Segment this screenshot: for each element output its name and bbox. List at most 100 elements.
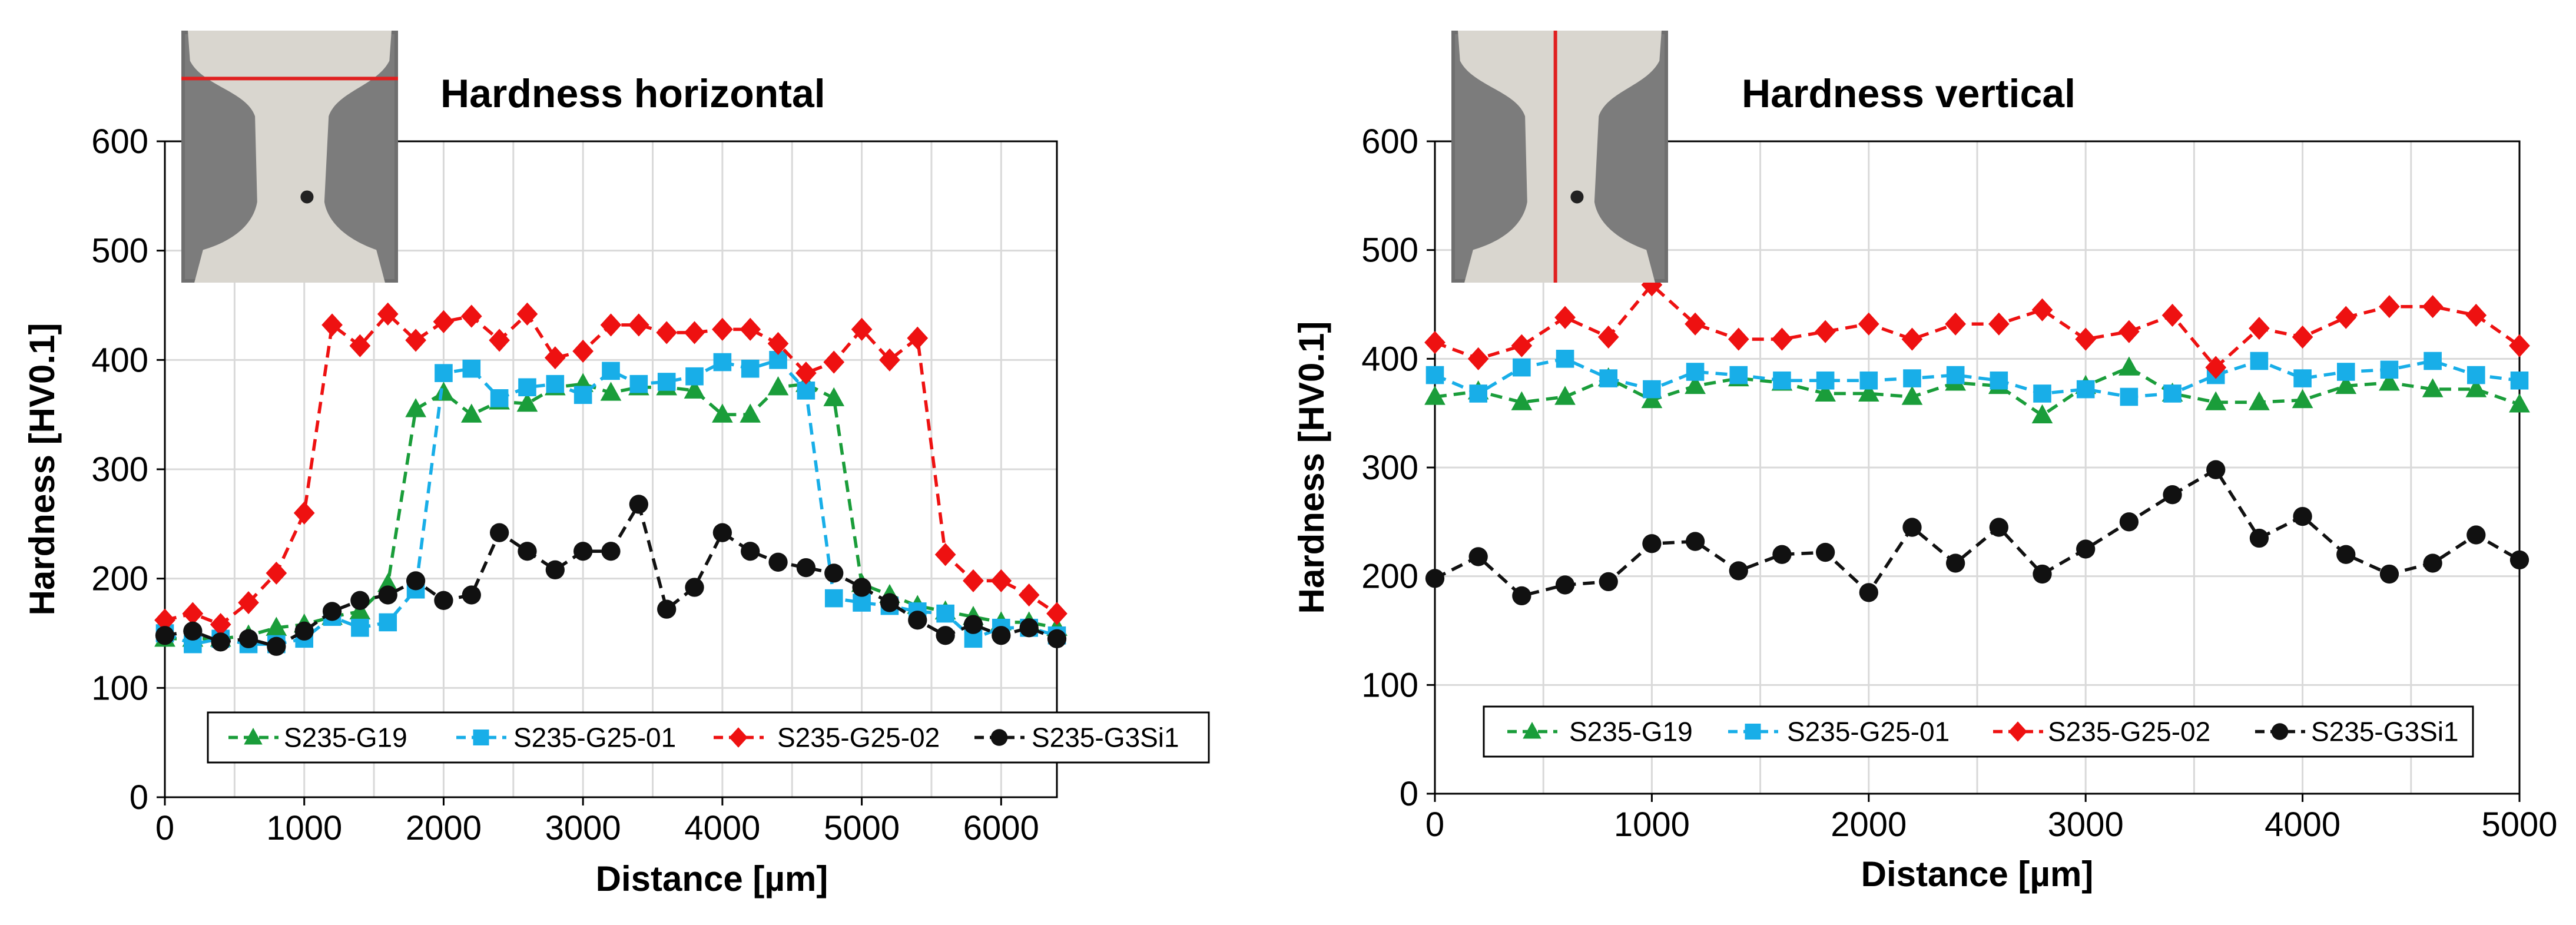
data-point — [1018, 583, 1040, 607]
data-point — [601, 542, 621, 561]
x-tick-label: 0 — [1425, 805, 1444, 844]
data-point — [2031, 298, 2053, 321]
data-point — [852, 578, 871, 597]
data-point — [2076, 380, 2095, 399]
data-point — [545, 560, 565, 579]
data-point — [2293, 506, 2312, 526]
y-tick-label: 500 — [91, 232, 148, 270]
data-point — [573, 542, 593, 561]
data-point — [2119, 356, 2140, 376]
y-tick-label: 0 — [130, 778, 148, 817]
x-axis-label: Distance [µm] — [1861, 854, 2094, 894]
data-point — [1511, 334, 1533, 357]
data-point — [1815, 542, 1835, 562]
series-S235-G25-01 — [1425, 350, 2529, 406]
data-point — [266, 616, 287, 636]
data-point — [2379, 564, 2399, 584]
weld-macrograph-inset — [181, 31, 398, 283]
data-point — [377, 302, 399, 326]
y-tick-label: 300 — [1361, 449, 1418, 487]
legend-label: S235-G25-02 — [2048, 717, 2210, 747]
data-point — [767, 376, 789, 396]
data-point — [2379, 295, 2400, 319]
chart-2: 0 100 200 300 400 500 600 0 1000 2000 3000 4000 5000… — [1292, 31, 2558, 894]
data-point — [2249, 317, 2270, 340]
data-point — [740, 403, 761, 423]
data-point — [1599, 369, 1618, 387]
data-point — [2206, 460, 2226, 479]
data-point — [516, 302, 538, 326]
y-tick-label: 400 — [1361, 340, 1418, 378]
data-point — [767, 331, 789, 356]
data-point — [405, 329, 426, 352]
legend-entry: S235-G19 — [1507, 717, 1693, 747]
data-point — [2292, 325, 2313, 349]
legend: S235-G19 S235-G25-01 S235-G25-02 S235-G3Si1 — [1483, 705, 2474, 758]
data-point — [1859, 371, 1878, 390]
legend-marker — [473, 730, 489, 745]
data-point — [211, 632, 230, 652]
data-point — [2293, 369, 2312, 387]
data-point — [1946, 366, 1965, 384]
data-point — [1555, 575, 1575, 595]
data-point — [2509, 334, 2530, 357]
data-point — [908, 611, 927, 630]
data-point — [657, 599, 677, 619]
chart-title: Hardness vertical — [1742, 71, 2076, 116]
data-point — [1771, 327, 1793, 351]
series-S235-G25-02 — [154, 302, 1067, 636]
data-point — [210, 613, 231, 636]
data-point — [602, 362, 620, 380]
data-point — [1599, 572, 1618, 592]
y-tick-label: 600 — [1361, 122, 1418, 161]
data-point — [2249, 528, 2269, 548]
pore — [300, 190, 314, 204]
data-point — [1903, 369, 1921, 387]
data-point — [1643, 380, 1661, 399]
data-point — [183, 621, 203, 641]
data-point — [684, 321, 705, 344]
data-point — [1019, 618, 1039, 638]
data-point — [2033, 564, 2052, 584]
data-point — [349, 334, 371, 357]
legend-label: S235-G3Si1 — [2311, 717, 2459, 747]
data-point — [1945, 312, 1967, 336]
data-point — [433, 382, 455, 401]
data-point — [712, 403, 733, 423]
data-point — [2249, 391, 2270, 410]
data-point — [1685, 312, 1706, 336]
data-point — [1816, 371, 1835, 390]
data-point — [1513, 358, 1531, 377]
data-point — [2380, 360, 2399, 379]
data-point — [656, 321, 678, 344]
data-point — [1685, 374, 1706, 394]
y-tick-label: 600 — [91, 122, 148, 161]
data-point — [2467, 366, 2485, 384]
data-point — [435, 364, 453, 382]
data-point — [657, 373, 676, 391]
data-point — [1946, 553, 1965, 573]
data-point — [1858, 382, 1879, 402]
legend-label: S235-G19 — [1569, 717, 1693, 747]
data-point — [2075, 327, 2097, 351]
data-point — [2466, 525, 2486, 545]
legend-label: S235-G25-02 — [777, 722, 940, 753]
legend-box — [1483, 705, 2474, 758]
y-tick-label: 100 — [91, 669, 148, 707]
data-point — [1773, 371, 1791, 390]
legend-marker — [2008, 721, 2027, 742]
data-point — [823, 387, 845, 406]
data-point — [2161, 303, 2183, 327]
y-tick-label: 200 — [1361, 558, 1418, 596]
y-axis-label: Hardness [HV0.1] — [1292, 321, 1331, 614]
data-point — [934, 543, 956, 566]
data-point — [712, 317, 733, 341]
x-tick-label: 5000 — [824, 809, 900, 847]
data-point — [1815, 320, 1836, 343]
data-point — [851, 317, 873, 341]
legend-marker — [244, 728, 263, 745]
data-point — [460, 403, 482, 423]
x-tick-label: 1000 — [266, 809, 342, 847]
data-point — [350, 591, 370, 610]
y-tick-label: 100 — [1361, 666, 1418, 704]
